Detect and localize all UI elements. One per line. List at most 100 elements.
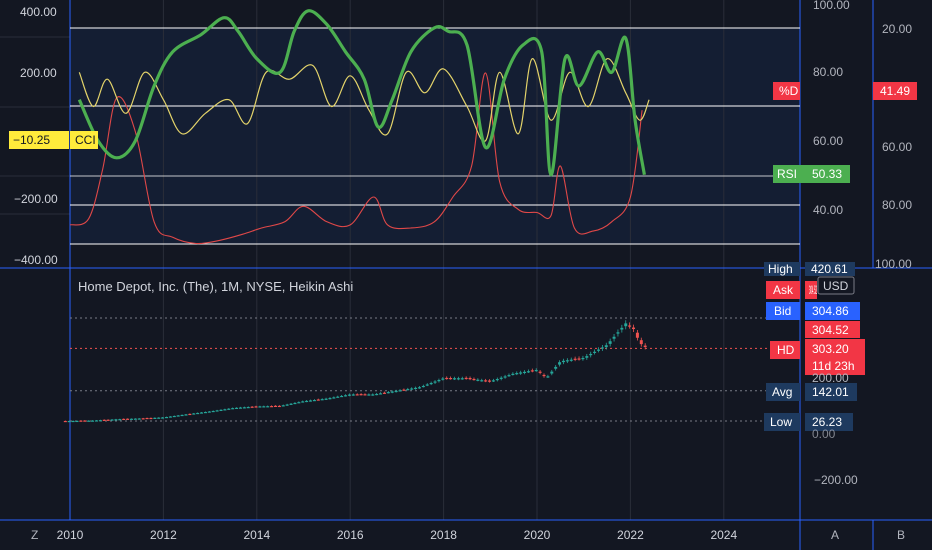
time-tick-label: 2012 bbox=[150, 528, 177, 542]
candle-body bbox=[375, 393, 379, 396]
candle-body bbox=[227, 408, 231, 410]
auto-scale-button[interactable]: A bbox=[831, 528, 839, 542]
zoom-button[interactable]: Z bbox=[31, 528, 38, 542]
candle-body bbox=[538, 371, 542, 373]
candle-body bbox=[379, 393, 383, 395]
stoch-name-text: %D bbox=[779, 84, 799, 98]
candle-body bbox=[433, 381, 437, 383]
cci-value-tag bbox=[9, 131, 69, 149]
candle-body bbox=[231, 408, 235, 410]
avg-label-tag bbox=[766, 383, 800, 401]
candle-body bbox=[414, 387, 418, 390]
time-axis: 2010 2012 2014 2016 2018 2020 2022 2024 bbox=[57, 528, 738, 542]
time-tick-label: 2020 bbox=[524, 528, 551, 542]
candle-body bbox=[515, 373, 519, 375]
candle-body bbox=[355, 394, 359, 396]
candle-body bbox=[285, 404, 289, 406]
stoch-tick-label: 100.00 bbox=[813, 0, 850, 12]
stoch-tick-label: 80.00 bbox=[813, 65, 843, 79]
candle-body bbox=[359, 394, 363, 396]
candle-body bbox=[91, 420, 95, 422]
hd-price-text: 303.20 bbox=[812, 342, 849, 356]
candle-body bbox=[460, 378, 464, 380]
candle-body bbox=[441, 378, 445, 380]
candle-body bbox=[118, 419, 122, 421]
candle-body bbox=[219, 409, 223, 412]
candle-body bbox=[270, 406, 274, 408]
candle-body bbox=[573, 358, 577, 360]
candle-body bbox=[363, 394, 367, 396]
candle-body bbox=[526, 371, 530, 373]
candle-body bbox=[110, 419, 114, 421]
cci-tick-label: −200.00 bbox=[14, 192, 58, 206]
candle-body bbox=[188, 413, 192, 416]
price-tick-label: 200.00 bbox=[812, 371, 849, 385]
bid-label-text: Bid bbox=[774, 304, 791, 318]
scale-b-button[interactable]: B bbox=[897, 528, 905, 542]
hd-countdown-text: 11d 23h bbox=[812, 359, 855, 373]
candle-body bbox=[429, 382, 433, 385]
candle-body bbox=[491, 380, 495, 382]
candle-body bbox=[153, 417, 157, 419]
cci-tick-label: 400.00 bbox=[20, 5, 57, 19]
candle-body bbox=[367, 394, 371, 396]
candle-body bbox=[577, 358, 581, 360]
candle-body bbox=[632, 327, 636, 330]
candle-body bbox=[437, 380, 441, 382]
stoch-name-tag bbox=[773, 82, 800, 100]
candle-body bbox=[608, 341, 612, 344]
candle-body bbox=[406, 389, 410, 391]
ask-value-tag bbox=[805, 281, 817, 299]
rsi-value-text: 50.33 bbox=[812, 167, 842, 181]
stoch-value-tag bbox=[873, 82, 917, 100]
candle-body bbox=[94, 420, 98, 422]
candle-body bbox=[246, 407, 250, 409]
time-tick-label: 2024 bbox=[710, 528, 737, 542]
time-tick-label: 2014 bbox=[243, 528, 270, 542]
grid bbox=[0, 0, 725, 520]
candle-body bbox=[620, 327, 624, 330]
rsi-tick-label: 100.00 bbox=[875, 257, 912, 271]
candle-body bbox=[456, 378, 460, 380]
candle-body bbox=[203, 411, 207, 414]
candle-body bbox=[223, 409, 227, 411]
candle-body bbox=[480, 380, 484, 382]
candle-body bbox=[309, 400, 313, 402]
candle-body bbox=[297, 402, 301, 404]
low-label-tag bbox=[764, 413, 800, 431]
candle-body bbox=[445, 377, 449, 380]
candle-body bbox=[402, 389, 406, 391]
candle-body bbox=[604, 345, 608, 348]
candle-body bbox=[250, 406, 254, 408]
rsi-line bbox=[77, 9, 646, 177]
candle-body bbox=[499, 377, 503, 379]
hd-price-tag bbox=[805, 339, 865, 375]
candle-body bbox=[593, 351, 597, 353]
candle-body bbox=[550, 371, 554, 374]
candle-body bbox=[410, 388, 414, 390]
candle-body bbox=[277, 405, 281, 408]
candle-body bbox=[628, 325, 632, 327]
rsi-value-tag bbox=[800, 165, 850, 183]
ask-value-text: 304.52 bbox=[809, 283, 817, 297]
candle-body bbox=[344, 395, 348, 397]
candle-body bbox=[141, 418, 145, 420]
candle-body bbox=[600, 347, 604, 349]
candle-body bbox=[180, 414, 184, 417]
time-tick-label: 2010 bbox=[57, 528, 84, 542]
high-label-tag bbox=[764, 262, 800, 276]
currency-tag[interactable] bbox=[817, 276, 855, 295]
candle-body bbox=[145, 417, 149, 420]
candle-body bbox=[79, 420, 83, 422]
candle-body bbox=[266, 406, 270, 408]
candle-body bbox=[398, 390, 402, 392]
candle-body bbox=[192, 413, 196, 415]
candle-body bbox=[523, 371, 527, 374]
candle-body bbox=[332, 397, 336, 399]
low-value-text: 26.23 bbox=[812, 415, 842, 429]
candle-body bbox=[63, 420, 67, 423]
candle-body bbox=[305, 400, 309, 403]
candle-body bbox=[196, 412, 200, 415]
candle-body bbox=[137, 418, 141, 420]
candle-body bbox=[371, 394, 375, 396]
